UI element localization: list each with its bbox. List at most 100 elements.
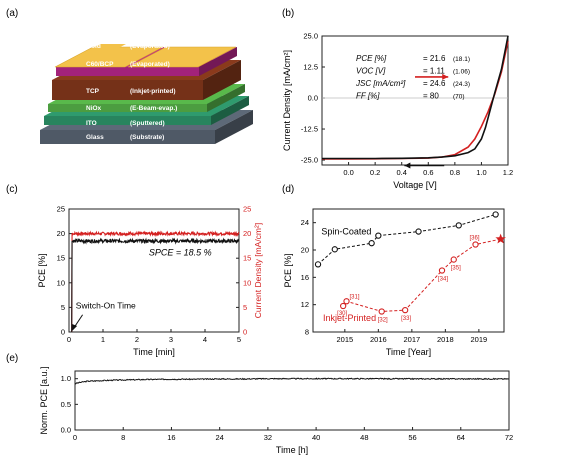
y-tick-label: 12.5 [303, 63, 318, 72]
y-tick-label: 0 [61, 328, 65, 337]
x-tick-label: 2017 [404, 335, 421, 344]
param-value: = 1.11 [423, 67, 445, 76]
y-tick-label: 1.0 [61, 374, 71, 383]
y-tick-label: 24 [301, 218, 309, 227]
x-tick-label: 32 [264, 433, 272, 442]
panel-c-label: (c) [6, 184, 18, 195]
gold-electrode [127, 46, 237, 68]
data-point [415, 228, 422, 235]
pce-evolution-chart: 2015 2016 2017 2018 2019 8 12 16 20 24 Time [Year]… [283, 208, 506, 357]
param-sub-value: (24.3) [453, 81, 470, 88]
layer-name-label: Gold [86, 43, 101, 50]
data-point [375, 232, 382, 239]
layer-name-label: TCP [86, 88, 100, 95]
trend-line [342, 238, 501, 313]
y-axis-label: PCE [%] [283, 253, 293, 287]
layer-name-label: NiOx [86, 105, 102, 112]
x-tick-label: 4 [203, 335, 207, 344]
panel-e-label: (e) [6, 353, 18, 364]
y-tick-label: 20 [57, 229, 65, 238]
stack-layer-side [207, 84, 245, 112]
y2-tick-label: 20 [243, 229, 251, 238]
stack-layer-front [52, 80, 203, 100]
y-tick-label: 20 [301, 246, 309, 255]
device-stack-diagram: Gold (Evaporated) C60/BCP (Evaporated) TCP (I… [40, 43, 253, 144]
x-axis-label: Time [Year] [386, 347, 431, 357]
x-tick-label: 56 [408, 433, 416, 442]
param-value: = 21.6 [423, 54, 446, 63]
x-tick-label: 16 [167, 433, 175, 442]
plot-frame [68, 208, 240, 333]
series-label-inkjet-printed: Inkjet-Printed [323, 313, 376, 323]
x-tick-label: 2016 [370, 335, 387, 344]
stack-layer-side [203, 60, 241, 100]
y2-tick-label: 25 [243, 205, 251, 214]
stack-layer-front [44, 116, 211, 125]
x-tick-label: 2015 [336, 335, 353, 344]
y-tick-label: 0.5 [61, 400, 71, 409]
reference-label: [32] [378, 318, 388, 324]
param-label: FF [%] [356, 92, 380, 101]
data-point [314, 261, 322, 268]
x-tick-label: 8 [121, 433, 125, 442]
x-tick-label: 40 [312, 433, 320, 442]
x-tick-label: 48 [360, 433, 368, 442]
x-tick-label: 72 [505, 433, 513, 442]
param-sub-value: (1.06) [453, 69, 470, 76]
layer-process-label: (Evaporated) [130, 61, 170, 68]
x-tick-label: 64 [457, 433, 465, 442]
tracking-trace [71, 237, 240, 333]
x-axis-label: Time [h] [276, 445, 308, 455]
gold-electrode [62, 44, 126, 64]
data-point [472, 241, 479, 248]
layer-name-label: Glass [86, 134, 104, 141]
reference-label: [30] [337, 311, 347, 317]
stack-layer-side [215, 110, 253, 144]
x-tick-label: 0.4 [396, 168, 406, 177]
y-tick-label: 0.0 [61, 426, 71, 435]
layer-process-label: (E-Beam-evap.) [130, 105, 177, 112]
data-point [450, 256, 457, 263]
x-tick-label: 0.8 [450, 168, 460, 177]
y2-tick-label: 5 [243, 303, 247, 312]
switch-on-label: Switch-On Time [76, 300, 136, 310]
plot-frame [74, 370, 510, 431]
x-tick-label: 3 [169, 335, 173, 344]
series-label-spin-coated: Spin-Coated [321, 226, 371, 236]
data-point [455, 222, 462, 229]
y2-axis-label: Current Density [mA/cm²] [253, 223, 263, 318]
data-point [378, 308, 385, 315]
jv-curve-chart: 0.0 0.2 0.4 0.6 0.8 1.0 1.2 -25.0 -12.5 0.0 12.5 25… [282, 32, 513, 191]
x-tick-label: 0.0 [343, 168, 353, 177]
x-tick-label: 0.6 [423, 168, 433, 177]
x-tick-label: 1 [101, 335, 105, 344]
x-tick-label: 2018 [437, 335, 454, 344]
x-tick-label: 2019 [471, 335, 488, 344]
x-tick-label: 0 [73, 433, 77, 442]
panel-d-label: (d) [282, 184, 294, 195]
x-tick-label: 24 [215, 433, 223, 442]
param-label: PCE [%] [356, 54, 387, 63]
y-tick-label: -25.0 [301, 156, 318, 165]
y-axis-label: Current Density [mA/cm²] [282, 50, 292, 151]
layer-process-label: (Substrate) [130, 134, 164, 141]
data-point [492, 211, 499, 218]
layer-process-label: (Sputtered) [130, 120, 165, 127]
param-value: = 24.6 [423, 79, 446, 88]
stack-layer-side [211, 96, 249, 125]
x-tick-label: 1.2 [503, 168, 513, 177]
switch-on-arrow-head [72, 324, 78, 332]
panel-b-label: (b) [282, 8, 294, 19]
y-tick-label: -12.5 [301, 125, 318, 134]
y-axis-label: Norm. PCE [a.u.] [39, 366, 49, 434]
stack-layer-side [199, 47, 237, 76]
layer-process-label: (Evaporated) [130, 43, 170, 50]
data-point [331, 246, 338, 253]
reference-label: [36] [470, 236, 480, 242]
reference-label: [34] [438, 277, 448, 283]
y-tick-label: 16 [301, 273, 309, 282]
y-tick-label: 12 [301, 300, 309, 309]
tracking-trace [71, 230, 240, 333]
x-tick-label: 0 [67, 335, 71, 344]
scan-arrow-head [404, 162, 411, 169]
